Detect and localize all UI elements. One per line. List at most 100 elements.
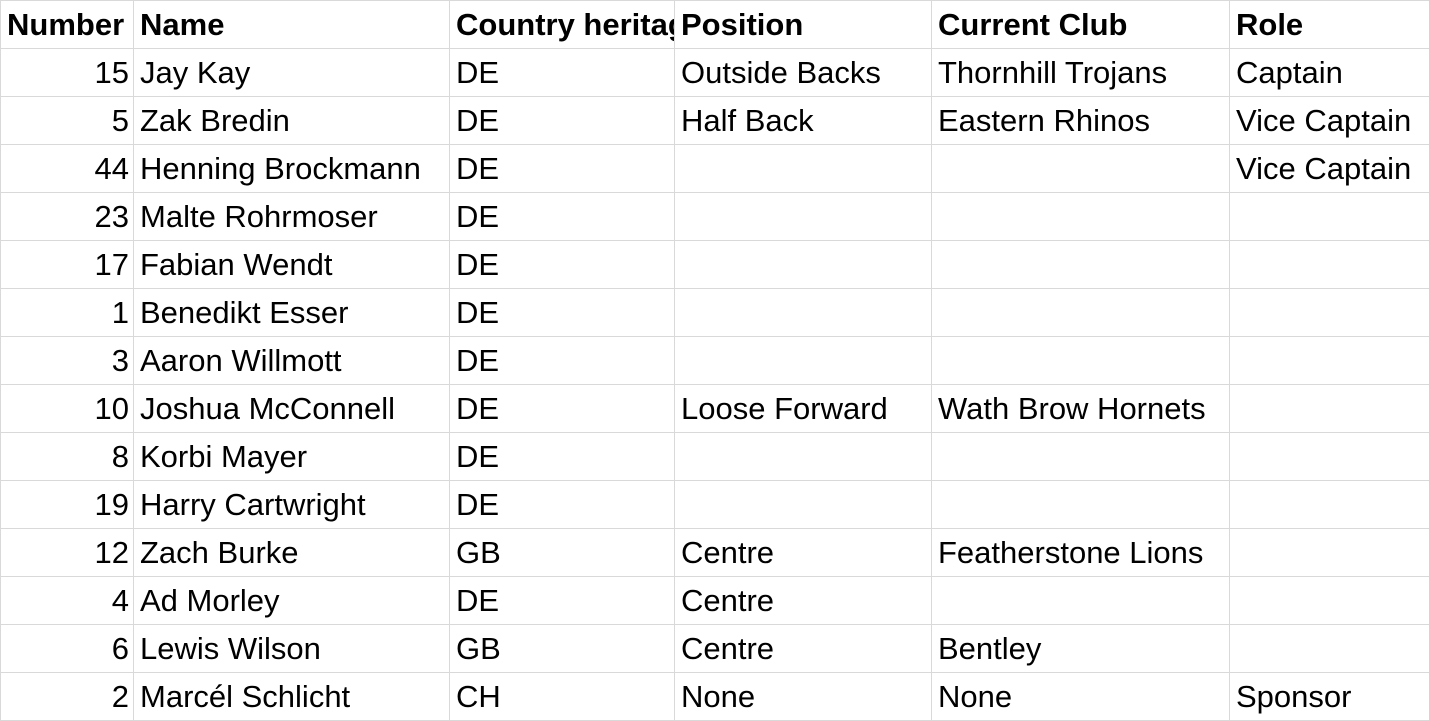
cell-country-heritage[interactable]: DE (449, 336, 675, 385)
cell-country-heritage[interactable]: DE (449, 48, 675, 97)
cell-role[interactable] (1229, 384, 1429, 433)
cell-current-club[interactable] (931, 336, 1230, 385)
cell-current-club[interactable]: Thornhill Trojans (931, 48, 1230, 97)
cell-number[interactable]: 8 (0, 432, 134, 481)
cell-number[interactable]: 15 (0, 48, 134, 97)
cell-current-club[interactable] (931, 240, 1230, 289)
cell-name[interactable]: Zach Burke (133, 528, 450, 577)
cell-position[interactable] (674, 432, 932, 481)
cell-current-club[interactable] (931, 144, 1230, 193)
cell-role[interactable] (1229, 192, 1429, 241)
cell-name[interactable]: Henning Brockmann (133, 144, 450, 193)
cell-number[interactable]: 3 (0, 336, 134, 385)
cell-role[interactable]: Captain (1229, 48, 1429, 97)
cell-role[interactable] (1229, 480, 1429, 529)
table-row: 15 Jay Kay DE Outside Backs Thornhill Trojan… (0, 48, 1429, 97)
cell-country-heritage[interactable]: DE (449, 288, 675, 337)
table-row: 17 Fabian Wendt DE (0, 240, 1429, 289)
table-row: 5 Zak Bredin DE Half Back Eastern Rhinos Vice… (0, 96, 1429, 145)
cell-number[interactable]: 17 (0, 240, 134, 289)
cell-current-club[interactable]: Featherstone Lions (931, 528, 1230, 577)
cell-role[interactable] (1229, 576, 1429, 625)
cell-role[interactable] (1229, 288, 1429, 337)
cell-number[interactable]: 5 (0, 96, 134, 145)
cell-role[interactable] (1229, 528, 1429, 577)
cell-current-club[interactable]: Wath Brow Hornets (931, 384, 1230, 433)
cell-current-club[interactable] (931, 288, 1230, 337)
column-header-country-heritage[interactable]: Country heritage (449, 0, 675, 49)
cell-country-heritage[interactable]: DE (449, 192, 675, 241)
cell-number[interactable]: 6 (0, 624, 134, 673)
cell-position[interactable] (674, 144, 932, 193)
cell-position[interactable] (674, 240, 932, 289)
cell-name[interactable]: Jay Kay (133, 48, 450, 97)
cell-name[interactable]: Malte Rohrmoser (133, 192, 450, 241)
cell-position[interactable]: Loose Forward (674, 384, 932, 433)
cell-name[interactable]: Ad Morley (133, 576, 450, 625)
table-row: 1 Benedikt Esser DE (0, 288, 1429, 337)
cell-current-club[interactable]: Bentley (931, 624, 1230, 673)
column-header-current-club[interactable]: Current Club (931, 0, 1230, 49)
table-row: 10 Joshua McConnell DE Loose Forward Wath Br… (0, 384, 1429, 433)
cell-position[interactable] (674, 336, 932, 385)
cell-number[interactable]: 2 (0, 672, 134, 721)
column-header-role[interactable]: Role (1229, 0, 1429, 49)
cell-country-heritage[interactable]: DE (449, 96, 675, 145)
cell-name[interactable]: Aaron Willmott (133, 336, 450, 385)
cell-current-club[interactable]: Eastern Rhinos (931, 96, 1230, 145)
table-row: 8 Korbi Mayer DE (0, 432, 1429, 481)
cell-name[interactable]: Marcél Schlicht (133, 672, 450, 721)
cell-position[interactable] (674, 288, 932, 337)
cell-name[interactable]: Lewis Wilson (133, 624, 450, 673)
cell-position[interactable]: Centre (674, 576, 932, 625)
cell-name[interactable]: Korbi Mayer (133, 432, 450, 481)
cell-current-club[interactable] (931, 432, 1230, 481)
cell-current-club[interactable]: None (931, 672, 1230, 721)
cell-country-heritage[interactable]: GB (449, 528, 675, 577)
cell-country-heritage[interactable]: DE (449, 576, 675, 625)
cell-country-heritage[interactable]: DE (449, 480, 675, 529)
cell-role[interactable]: Sponsor (1229, 672, 1429, 721)
table-row: 23 Malte Rohrmoser DE (0, 192, 1429, 241)
column-header-number[interactable]: Number (0, 0, 134, 49)
cell-country-heritage[interactable]: DE (449, 240, 675, 289)
cell-number[interactable]: 4 (0, 576, 134, 625)
cell-role[interactable] (1229, 240, 1429, 289)
cell-number[interactable]: 1 (0, 288, 134, 337)
cell-position[interactable]: Outside Backs (674, 48, 932, 97)
cell-role[interactable] (1229, 624, 1429, 673)
cell-role[interactable]: Vice Captain (1229, 96, 1429, 145)
column-header-name[interactable]: Name (133, 0, 450, 49)
column-header-position[interactable]: Position (674, 0, 932, 49)
cell-number[interactable]: 19 (0, 480, 134, 529)
cell-position[interactable]: None (674, 672, 932, 721)
cell-current-club[interactable] (931, 192, 1230, 241)
cell-current-club[interactable] (931, 480, 1230, 529)
cell-name[interactable]: Zak Bredin (133, 96, 450, 145)
cell-country-heritage[interactable]: GB (449, 624, 675, 673)
cell-current-club[interactable] (931, 576, 1230, 625)
cell-role[interactable]: Vice Captain (1229, 144, 1429, 193)
cell-number[interactable]: 44 (0, 144, 134, 193)
cell-name[interactable]: Joshua McConnell (133, 384, 450, 433)
cell-position[interactable]: Half Back (674, 96, 932, 145)
cell-position[interactable] (674, 192, 932, 241)
cell-country-heritage[interactable]: DE (449, 432, 675, 481)
cell-name[interactable]: Benedikt Esser (133, 288, 450, 337)
cell-number[interactable]: 10 (0, 384, 134, 433)
cell-position[interactable]: Centre (674, 624, 932, 673)
cell-position[interactable]: Centre (674, 528, 932, 577)
cell-role[interactable] (1229, 432, 1429, 481)
cell-country-heritage[interactable]: DE (449, 384, 675, 433)
cell-name[interactable]: Harry Cartwright (133, 480, 450, 529)
cell-role[interactable] (1229, 336, 1429, 385)
cell-country-heritage[interactable]: CH (449, 672, 675, 721)
table-row: 6 Lewis Wilson GB Centre Bentley (0, 624, 1429, 673)
table-row: 4 Ad Morley DE Centre (0, 576, 1429, 625)
cell-country-heritage[interactable]: DE (449, 144, 675, 193)
cell-position[interactable] (674, 480, 932, 529)
cell-number[interactable]: 23 (0, 192, 134, 241)
cell-number[interactable]: 12 (0, 528, 134, 577)
cell-name[interactable]: Fabian Wendt (133, 240, 450, 289)
